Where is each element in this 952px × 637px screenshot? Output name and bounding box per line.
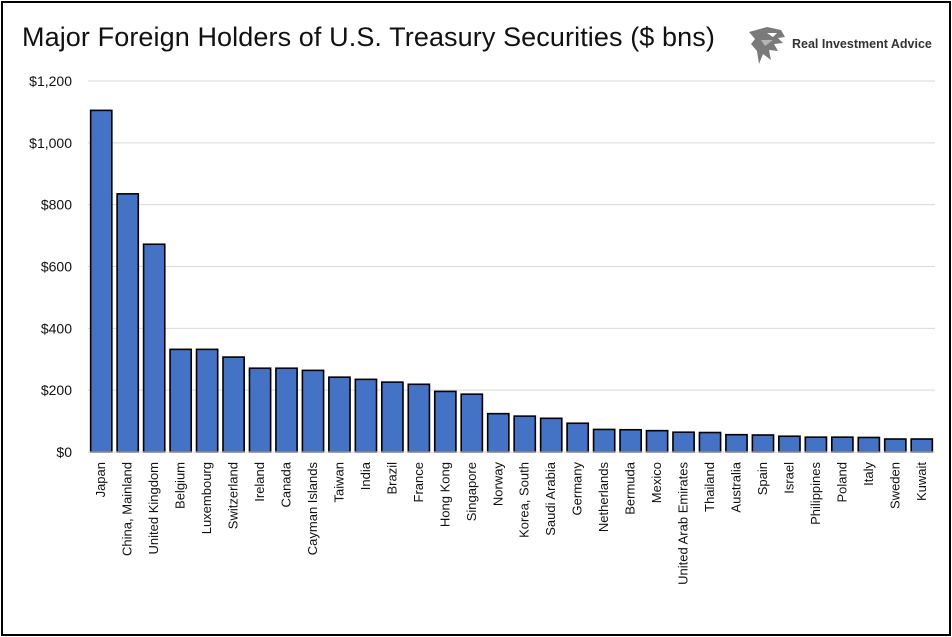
y-tick-label: $800 [41, 197, 72, 213]
y-tick-label: $600 [41, 259, 72, 275]
bar [116, 193, 140, 453]
y-axis-ticks: $0 $200 $400 $600 $800 $1,000 $1,200 [29, 73, 72, 460]
bar [672, 431, 695, 453]
y-tick-label: $1,000 [29, 135, 72, 151]
logo-text: Real Investment Advice [792, 37, 932, 51]
y-tick-label: $200 [41, 382, 72, 398]
bar [910, 438, 934, 453]
eagle-head-icon [749, 27, 785, 64]
y-tick-label: $0 [56, 444, 72, 460]
x-tick-label: Netherlands [596, 462, 611, 533]
bar [513, 415, 537, 453]
bar [830, 436, 854, 453]
bar [645, 429, 669, 453]
bar [275, 367, 298, 453]
bar [883, 438, 907, 453]
x-tick-label: Spain [755, 462, 770, 495]
y-tick-label: $1,200 [29, 73, 72, 89]
bar [804, 436, 828, 453]
bar [725, 433, 748, 453]
x-tick-label: Cayman Islands [305, 462, 320, 556]
bar [142, 243, 166, 453]
x-tick-label: Switzerland [226, 462, 241, 529]
chart-title: Major Foreign Holders of U.S. Treasury S… [22, 22, 715, 52]
y-tick-label: $400 [41, 320, 72, 336]
x-tick-label: Israel [781, 462, 796, 494]
bar [751, 434, 775, 453]
x-tick-label: Canada [279, 461, 294, 507]
x-tick-label: Germany [570, 462, 585, 516]
x-tick-label: Italy [861, 462, 876, 486]
x-tick-label: Poland [834, 462, 849, 502]
bar [539, 417, 563, 453]
x-tick-label: Korea, South [517, 462, 532, 538]
bar [486, 412, 510, 453]
bar [698, 431, 722, 453]
x-tick-label: Mexico [649, 462, 664, 503]
x-tick-label: Luxembourg [199, 462, 214, 534]
bar [778, 435, 801, 453]
bar [195, 348, 219, 453]
bar [381, 381, 404, 453]
bar [248, 367, 272, 453]
x-tick-label: China, Mainland [120, 462, 135, 556]
x-tick-label: United Arab Emirates [676, 462, 691, 585]
x-tick-label: Bermuda [623, 461, 638, 515]
bar [592, 428, 616, 453]
x-tick-label: Norway [490, 462, 505, 507]
x-tick-label: Hong Kong [437, 462, 452, 527]
x-tick-label: Brazil [384, 462, 399, 495]
x-tick-label: France [411, 462, 426, 502]
x-tick-label: Philippines [808, 462, 823, 525]
bar [566, 422, 590, 453]
bar [433, 390, 457, 453]
x-tick-label: India [358, 461, 373, 490]
x-tick-label: Kuwait [914, 462, 929, 501]
bar [354, 378, 378, 453]
x-tick-label: Japan [93, 462, 108, 497]
x-tick-label: Singapore [464, 462, 479, 521]
bar [169, 348, 193, 453]
bar [222, 356, 245, 453]
x-tick-label: Belgium [173, 462, 188, 509]
x-tick-label: Thailand [702, 462, 717, 512]
bars [89, 109, 934, 453]
x-tick-label: Saudi Arabia [543, 461, 558, 535]
bar [407, 383, 431, 453]
x-tick-label: Taiwan [331, 462, 346, 502]
logo: Real Investment Advice [747, 24, 942, 66]
bar [328, 376, 351, 453]
bar [301, 369, 325, 453]
x-tick-label: United Kingdom [146, 462, 161, 555]
bar [619, 428, 642, 453]
bar [857, 436, 881, 453]
x-tick-label: Sweden [887, 462, 902, 509]
x-tick-label: Australia [728, 461, 743, 512]
x-axis-labels: Japan China, Mainland United Kingdom Belgiu… [93, 461, 929, 585]
bar [89, 109, 113, 453]
bar [460, 393, 484, 453]
x-tick-label: Ireland [252, 462, 267, 502]
